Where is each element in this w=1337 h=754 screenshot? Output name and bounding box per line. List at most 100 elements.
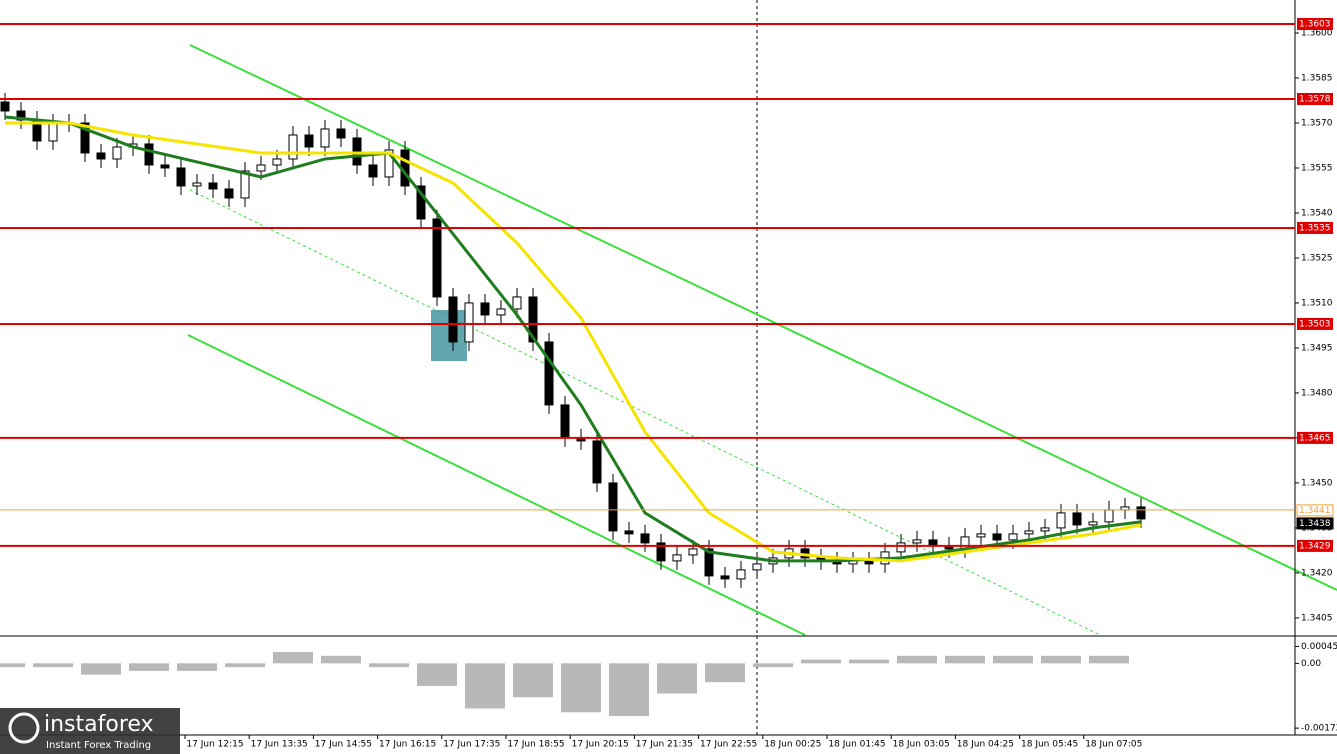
x-tick-label: 18 Jun 05:45 <box>1021 740 1078 750</box>
macd-bar <box>609 663 649 717</box>
level-label: 1.3429 <box>1299 541 1331 551</box>
level-label: 1.3535 <box>1299 223 1331 233</box>
candle-body <box>736 569 746 580</box>
candle-body <box>320 128 330 148</box>
logo-tagline: Instant Forex Trading <box>46 740 151 751</box>
candle-body <box>688 548 698 556</box>
candle-body <box>384 149 394 178</box>
candle-body <box>1024 530 1034 535</box>
macd-bar <box>225 663 265 668</box>
candle-body <box>96 152 106 160</box>
candle-body <box>656 542 666 562</box>
candle-body <box>672 554 682 562</box>
macd-bar <box>273 652 313 664</box>
candle-body <box>592 440 602 484</box>
candle-body <box>1072 512 1082 526</box>
candle-body <box>752 563 762 571</box>
x-tick-label: 17 Jun 20:15 <box>572 740 629 750</box>
channel-midline <box>189 189 1101 636</box>
level-label: 1.3603 <box>1299 19 1331 29</box>
candle-body <box>992 533 1002 541</box>
macd-tick-label: 0.00 <box>1301 659 1321 669</box>
candle-body <box>544 341 554 406</box>
candle-body <box>288 134 298 160</box>
macd-bar <box>945 655 985 664</box>
level-label-bg <box>1297 539 1333 552</box>
y-tick-label: 1.3450 <box>1301 478 1333 488</box>
candle-body <box>112 146 122 160</box>
candle-body <box>624 530 634 535</box>
price-label: 1.3441 <box>1299 506 1331 516</box>
candle-body <box>224 188 234 199</box>
x-tick-label: 17 Jun 13:35 <box>251 740 308 750</box>
candle-body <box>640 533 650 544</box>
y-tick-label: 1.3495 <box>1301 343 1333 353</box>
macd-bar <box>129 663 169 671</box>
candle-body <box>368 164 378 178</box>
macd-bar <box>1089 655 1129 664</box>
candle-body <box>896 542 906 553</box>
y-tick-label: 1.3570 <box>1301 118 1333 128</box>
y-tick-label: 1.3510 <box>1301 298 1333 308</box>
macd-bar <box>0 663 25 668</box>
logo-name: instaforex <box>44 712 154 737</box>
macd-tick-label: 0.00045 <box>1301 642 1337 652</box>
candle-body <box>416 185 426 220</box>
macd-bar <box>417 663 457 686</box>
logo-icon <box>8 712 40 744</box>
x-tick-label: 18 Jun 07:05 <box>1085 740 1142 750</box>
x-tick-label: 18 Jun 04:25 <box>957 740 1014 750</box>
x-tick-label: 17 Jun 17:35 <box>443 740 500 750</box>
macd-bar <box>33 663 73 668</box>
candle-body <box>512 296 522 310</box>
candle-body <box>1040 527 1050 532</box>
candle-body <box>256 164 266 172</box>
level-label-bg <box>1297 17 1333 30</box>
price-label: 1.3438 <box>1299 519 1331 529</box>
macd-bar <box>1041 655 1081 664</box>
candle-body <box>336 128 346 139</box>
y-tick-label: 1.3555 <box>1301 163 1333 173</box>
plot <box>0 92 1146 588</box>
candle-body <box>144 143 154 166</box>
moving-average <box>5 121 1142 563</box>
candle-body <box>864 560 874 565</box>
candle-body <box>608 482 618 532</box>
candle-body <box>1088 521 1098 526</box>
x-tick-label: 17 Jun 18:55 <box>507 740 564 750</box>
candle-body <box>160 164 170 169</box>
price-label-bg <box>1296 517 1334 530</box>
candle-body <box>80 122 90 154</box>
level-label-bg <box>1297 221 1333 234</box>
channel-line <box>187 334 806 636</box>
x-tick-label: 17 Jun 21:35 <box>636 740 693 750</box>
candle-body <box>464 302 474 343</box>
candle-body <box>448 296 458 343</box>
macd-bar <box>177 663 217 671</box>
level-label-bg <box>1297 431 1333 444</box>
level-label: 1.3465 <box>1299 433 1331 443</box>
candle-body <box>432 218 442 298</box>
x-tick-label: 17 Jun 16:15 <box>379 740 436 750</box>
level-label: 1.3578 <box>1299 94 1331 104</box>
macd-bar <box>657 663 697 694</box>
x-tick-label: 18 Jun 03:05 <box>893 740 950 750</box>
macd-bar <box>321 655 361 664</box>
x-tick-label: 17 Jun 14:55 <box>315 740 372 750</box>
macd-bar <box>849 659 889 664</box>
candle-body <box>1056 512 1066 529</box>
y-tick-label: 1.3480 <box>1301 388 1333 398</box>
candle-body <box>48 122 58 142</box>
candle-body <box>176 167 186 187</box>
macd-bar <box>561 663 601 713</box>
candle-body <box>480 302 490 316</box>
candle-body <box>496 308 506 316</box>
macd-bar <box>801 659 841 664</box>
candle-body <box>720 575 730 580</box>
y-tick-label: 1.3525 <box>1301 253 1333 263</box>
macd-bar <box>513 663 553 698</box>
moving-average <box>4 115 1142 563</box>
y-tick-label: 1.3420 <box>1301 568 1333 578</box>
